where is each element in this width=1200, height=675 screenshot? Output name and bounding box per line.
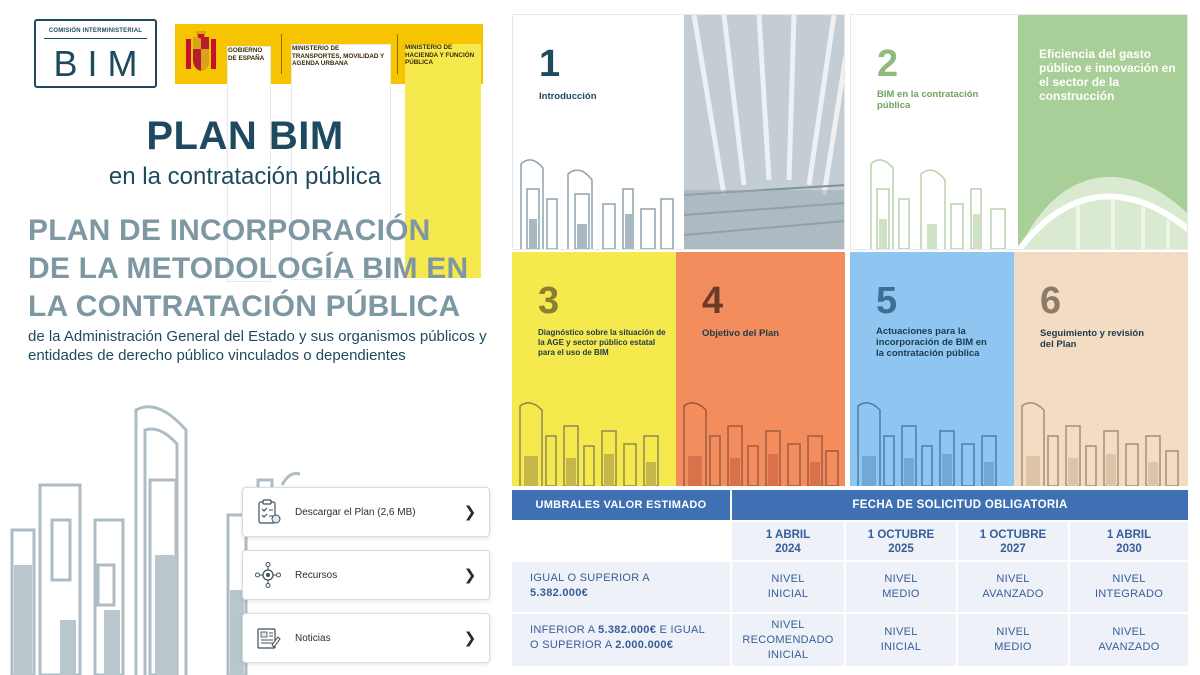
- bim-logo-rule: [44, 38, 147, 39]
- section-number: 6: [1040, 280, 1062, 322]
- news-link[interactable]: Noticias ❯: [242, 613, 490, 663]
- resources-label: Recursos: [295, 569, 338, 581]
- date-line: 2025: [888, 543, 914, 555]
- threshold-amount: 5.382.000€: [598, 624, 657, 636]
- section-tile-1[interactable]: 1 Introducción: [512, 14, 845, 250]
- resources-link[interactable]: Recursos ❯: [242, 550, 490, 600]
- threshold-text: IGUAL O SUPERIOR A: [530, 572, 650, 584]
- section-title: Objetivo del Plan: [702, 328, 780, 339]
- bridge-photo: [1018, 15, 1187, 249]
- section-tile-4[interactable]: 4 Objetivo del Plan: [676, 252, 845, 486]
- section-tile-6[interactable]: 6 Seguimiento y revisión del Plan: [1014, 252, 1188, 486]
- chevron-right-icon: ❯: [463, 630, 477, 647]
- level-cell: NIVEL AVANZADO: [958, 562, 1068, 612]
- ministry-finance-label: MINISTERIO DE HACIENDA Y FUNCIÓN PÚBLICA: [405, 44, 481, 278]
- threshold-text: E IGUAL: [656, 624, 706, 636]
- threshold-amount: 5.382.000€: [530, 587, 589, 599]
- architecture-photo: [684, 15, 844, 249]
- date-column-header: 1 OCTUBRE 2025: [846, 522, 956, 560]
- section-tile-2[interactable]: 2 BIM en la contratación pública Eficien…: [850, 14, 1188, 250]
- section-number: 3: [538, 280, 560, 322]
- date-column-header: 1 OCTUBRE 2027: [958, 522, 1068, 560]
- chevron-right-icon: ❯: [463, 504, 477, 521]
- section-title: Introducción: [539, 91, 597, 102]
- newspaper-icon: [257, 628, 281, 649]
- level-cell: NIVEL RECOMENDADO INICIAL: [732, 614, 844, 666]
- gov-label: GOBIERNO DE ESPAÑA: [227, 46, 271, 282]
- date-line: 1 OCTUBRE: [979, 529, 1047, 541]
- skyline-illustration: [10, 405, 300, 675]
- bim-logo-caption: COMISIÓN INTERMINISTERIAL: [48, 28, 143, 34]
- ministry-transport-label: MINISTERIO DE TRANSPORTES, MOVILIDAD Y A…: [291, 44, 391, 280]
- level-cell: NIVEL INTEGRADO: [1070, 562, 1188, 612]
- date-line: 2024: [775, 543, 801, 555]
- section-number: 2: [877, 43, 899, 85]
- date-line: 2030: [1116, 543, 1142, 555]
- page-title: PLAN BIM: [146, 114, 344, 158]
- threshold-amount: 2.000.000€: [615, 639, 674, 651]
- threshold-row-label: INFERIOR A 5.382.000€ E IGUAL O SUPERIOR…: [512, 614, 730, 666]
- level-cell: NIVEL MEDIO: [958, 614, 1068, 666]
- section-tile-5[interactable]: 5 Actuaciones para la incorporación de B…: [850, 252, 1014, 486]
- download-plan-link[interactable]: Descargar el Plan (2,6 MB) ❯: [242, 487, 490, 537]
- plan-heading-line: LA CONTRATACIÓN PÚBLICA: [28, 290, 461, 323]
- skyline-illustration: [519, 402, 659, 486]
- bim-logo: COMISIÓN INTERMINISTERIAL BIM: [34, 19, 157, 88]
- table-header-thresholds: UMBRALES VALOR ESTIMADO: [512, 490, 730, 520]
- section-title: BIM en la contratación pública: [877, 89, 979, 111]
- skyline-illustration: [857, 402, 997, 486]
- government-logo-band: GOBIERNO DE ESPAÑA MINISTERIO DE TRANSPO…: [175, 24, 483, 282]
- download-plan-label: Descargar el Plan (2,6 MB): [295, 506, 416, 518]
- gov-divider: [281, 34, 282, 74]
- section-number: 4: [702, 280, 724, 322]
- section-title: Seguimiento y revisión del Plan: [1040, 328, 1144, 350]
- section-title: Actuaciones para la incorporación de BIM…: [876, 326, 987, 359]
- date-column-header: 1 ABRIL 2024: [732, 522, 844, 560]
- plan-heading: PLAN DE INCORPORACIÓN DE LA METODOLOGÍA …: [28, 212, 498, 326]
- gov-divider: [397, 34, 398, 74]
- chevron-right-icon: ❯: [463, 567, 477, 584]
- coat-of-arms-icon: [186, 31, 216, 71]
- level-cell: NIVEL INICIAL: [846, 614, 956, 666]
- network-gear-icon: [255, 562, 281, 588]
- date-line: 1 OCTUBRE: [867, 529, 935, 541]
- level-cell: NIVEL MEDIO: [846, 562, 956, 612]
- threshold-text: INFERIOR A: [530, 624, 599, 636]
- clipboard-checklist-icon: [258, 499, 281, 524]
- level-cell: NIVEL AVANZADO: [1070, 614, 1188, 666]
- section-title: Diagnóstico sobre la situación de la AGE…: [538, 328, 666, 357]
- threshold-text: O SUPERIOR A: [530, 639, 616, 651]
- date-line: 2027: [1000, 543, 1026, 555]
- date-column-header: 1 ABRIL 2030: [1070, 522, 1188, 560]
- plan-description: de la Administración General del Estado …: [28, 328, 487, 364]
- section-overlay-text: Eficiencia del gasto público e innovació…: [1039, 47, 1176, 103]
- date-line: 1 ABRIL: [765, 529, 811, 541]
- skyline-illustration: [683, 402, 839, 486]
- date-line: 1 ABRIL: [1106, 529, 1152, 541]
- plan-heading-line: PLAN DE INCORPORACIÓN: [28, 214, 431, 247]
- left-panel: COMISIÓN INTERMINISTERIAL BIM GOBIERNO D…: [0, 0, 505, 675]
- bim-logo-text: BIM: [53, 43, 148, 84]
- section-tile-3[interactable]: 3 Diagnóstico sobre la situación de la A…: [512, 252, 676, 486]
- page-subtitle: en la contratación pública: [108, 163, 382, 190]
- skyline-illustration: [1021, 402, 1179, 486]
- table-header-dates: FECHA DE SOLICITUD OBLIGATORIA: [732, 490, 1188, 520]
- skyline-illustration: [870, 159, 1006, 249]
- plan-heading-line: DE LA METODOLOGÍA BIM EN: [28, 252, 469, 285]
- right-panel: 1 Introducción: [505, 0, 1200, 675]
- skyline-illustration: [520, 159, 674, 249]
- news-label: Noticias: [295, 632, 331, 644]
- section-number: 1: [539, 43, 561, 85]
- section-number: 5: [876, 280, 898, 322]
- threshold-row-label: IGUAL O SUPERIOR A 5.382.000€: [512, 562, 730, 612]
- level-cell: NIVEL INICIAL: [732, 562, 844, 612]
